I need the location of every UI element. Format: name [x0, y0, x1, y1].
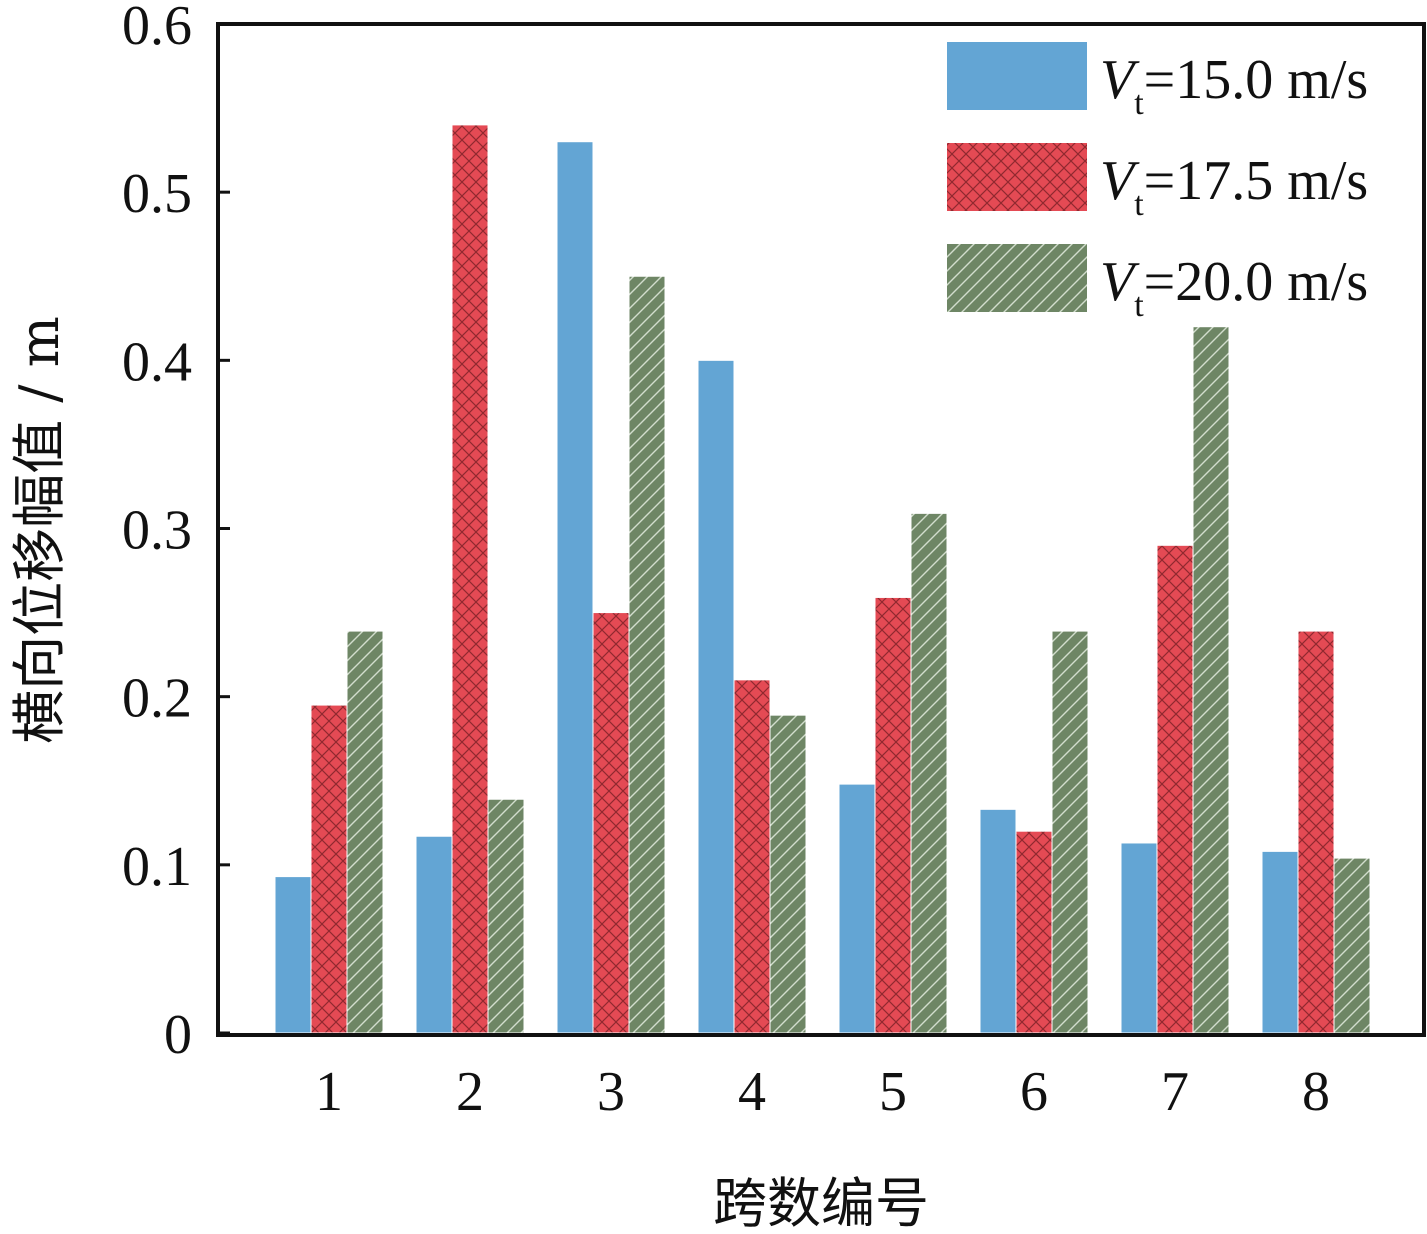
x-tick-label: 8 [1302, 1061, 1330, 1123]
x-tick-label: 2 [456, 1061, 484, 1123]
y-tick-label: 0.6 [122, 0, 192, 57]
x-axis-ticks: 1 2 3 4 5 6 7 8 [315, 1061, 1330, 1123]
bar-pattern-series3-cat7 [1193, 326, 1229, 1033]
y-tick-label: 0.1 [122, 836, 192, 898]
bar-pattern-series3-cat1 [347, 631, 383, 1033]
x-tick-label: 6 [1020, 1061, 1048, 1123]
bar-pattern-series3-cat6 [1052, 631, 1088, 1033]
x-tick-label: 5 [879, 1061, 907, 1123]
bar-pattern-series2-cat1 [311, 705, 347, 1033]
bar-pattern-series3-cat8 [1334, 858, 1370, 1033]
x-tick-label: 4 [738, 1061, 766, 1123]
legend-swatch-pattern-series2 [947, 143, 1087, 211]
legend-label-series1: Vt=15.0 m/s [1100, 49, 1368, 122]
bar-series1-cat3 [557, 141, 593, 1033]
bar-pattern-series3-cat2 [488, 799, 524, 1033]
y-tick-label: 0 [164, 1004, 192, 1066]
bar-pattern-series2-cat8 [1298, 631, 1334, 1033]
bar-series1-cat6 [980, 809, 1016, 1033]
legend-label-series3: Vt=20.0 m/s [1100, 251, 1368, 324]
bars-group [274, 124, 1371, 1034]
y-tick-label: 0.3 [122, 500, 192, 562]
bar-pattern-series2-cat3 [593, 612, 629, 1033]
bar-pattern-series3-cat4 [770, 715, 806, 1033]
x-axis-title: 跨数编号 [713, 1172, 929, 1234]
y-tick-label: 0.4 [122, 331, 192, 393]
x-tick-label: 1 [315, 1061, 343, 1123]
bar-pattern-series2-cat2 [452, 124, 488, 1033]
bar-series1-cat2 [416, 836, 452, 1033]
y-tick-label: 0.5 [122, 163, 192, 225]
y-axis-ticks: 0 0.1 0.2 0.3 0.4 0.5 0.6 [122, 0, 230, 1066]
bar-pattern-series3-cat5 [911, 513, 947, 1033]
bar-series1-cat8 [1262, 851, 1298, 1033]
legend-swatch-pattern-series3 [947, 244, 1087, 312]
y-tick-label: 0.2 [122, 668, 192, 730]
legend: Vt=15.0 m/s Vt=17.5 m/s Vt=20.0 m/s [947, 42, 1368, 324]
bar-series1-cat4 [698, 360, 734, 1033]
bar-pattern-series2-cat6 [1016, 831, 1052, 1033]
bar-pattern-series2-cat5 [875, 597, 911, 1033]
bar-pattern-series2-cat7 [1157, 545, 1193, 1033]
bar-series1-cat5 [839, 784, 875, 1033]
bar-series1-cat7 [1121, 842, 1157, 1033]
legend-swatch-series1 [947, 42, 1087, 110]
x-tick-label: 7 [1161, 1061, 1189, 1123]
x-tick-label: 3 [597, 1061, 625, 1123]
y-axis-title: 横向位移幅值 / m [8, 316, 71, 744]
bar-series1-cat1 [275, 876, 311, 1033]
bar-pattern-series3-cat3 [629, 276, 665, 1033]
legend-label-series2: Vt=17.5 m/s [1100, 150, 1368, 223]
bar-pattern-series2-cat4 [734, 679, 770, 1033]
